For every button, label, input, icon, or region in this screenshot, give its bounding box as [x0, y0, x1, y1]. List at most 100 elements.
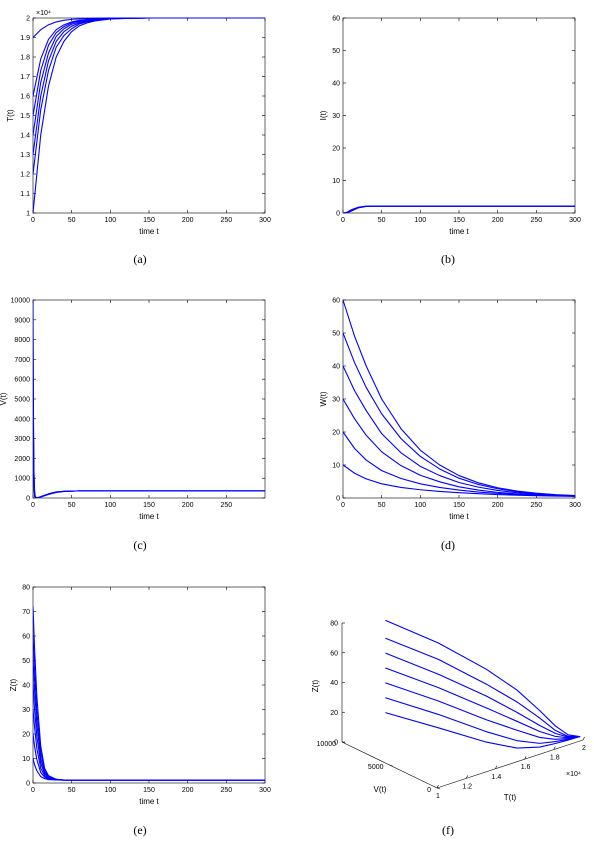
series-line-7 [33, 757, 265, 781]
z-tick-label: 40 [330, 680, 338, 687]
x-tick-label: 0 [341, 502, 345, 509]
series-line-6 [33, 17, 265, 97]
series-line-3 [33, 378, 265, 498]
y-tick-label: 0 [427, 787, 431, 794]
x-tick-label: 150 [143, 787, 155, 794]
y-tick-label: 10000 [11, 298, 31, 305]
y-tick-label: 60 [332, 16, 340, 23]
series-line-4 [33, 17, 265, 136]
x-axis-line [436, 739, 584, 789]
x-tick-label: 50 [68, 502, 76, 509]
x-tick [524, 756, 527, 760]
x-tick [553, 746, 556, 750]
x-tick-label: 1.4 [492, 774, 502, 781]
y-tick-label: 60 [332, 298, 340, 305]
x-tick-label: 200 [492, 217, 504, 224]
plot-frame [32, 17, 266, 214]
panel-b: 0 50 100 150 200 250 300 0 10 20 30 40 50 60 time t I(t… [319, 16, 581, 267]
x-exponent-label: ×10⁴ [566, 771, 581, 778]
series-line-3 [33, 17, 265, 156]
plot-frame [342, 17, 576, 214]
series-line-6 [33, 733, 265, 781]
x-tick-label: 2 [582, 745, 586, 752]
y-tick-label: 0 [26, 496, 30, 503]
series-line-2 [33, 339, 265, 498]
y-tick-label: 30 [22, 707, 30, 714]
series-line-4 [385, 667, 581, 739]
y-tick-label: 1.7 [20, 74, 30, 81]
x-tick-label: 50 [378, 502, 386, 509]
x-tick-label: 200 [182, 787, 194, 794]
y-tick-label: 1.4 [20, 133, 30, 140]
y-tick-label: 80 [22, 585, 30, 592]
x-tick-label: 250 [220, 787, 232, 794]
x-tick-label: 200 [492, 502, 504, 509]
series-line-5 [33, 708, 265, 781]
y-tick-label: 0 [26, 781, 30, 788]
x-tick-label: 250 [530, 217, 542, 224]
y-tick-label: 7000 [14, 357, 30, 364]
y-tick-label: 3000 [14, 436, 30, 443]
x-tick-label: 300 [259, 787, 271, 794]
y-tick [436, 787, 441, 790]
y-exponent-label: ×10⁴ [36, 10, 51, 17]
x-tick-label: 0 [341, 217, 345, 224]
y-tick-label: 2 [26, 16, 30, 23]
panel-caption: (f) [442, 823, 454, 837]
y-tick-label: 50 [332, 48, 340, 55]
series-line-5 [385, 682, 581, 740]
y-tick [389, 764, 393, 767]
series-line-4 [33, 684, 265, 781]
plot-frame [32, 299, 266, 499]
y-tick-label: 5000 [368, 764, 384, 771]
x-axis-label: T(t) [504, 793, 517, 802]
x-tick-label: 300 [569, 217, 581, 224]
series-group [343, 205, 575, 213]
series-line-4 [33, 457, 265, 498]
y-tick-label: 4000 [14, 416, 30, 423]
y-tick-label: 20 [332, 146, 340, 153]
y-tick-label: 40 [22, 683, 30, 690]
x-tick-label: 100 [414, 502, 426, 509]
x-tick-label: 250 [220, 502, 232, 509]
y-tick-label: 50 [22, 658, 30, 665]
series-line-4 [343, 365, 575, 497]
y-tick-label: 0 [336, 496, 340, 503]
series-line-1 [33, 17, 265, 213]
series-line-2 [385, 637, 581, 738]
plot-frame [32, 586, 266, 784]
x-tick-label: 1.6 [521, 764, 531, 771]
x-tick-label: 100 [414, 217, 426, 224]
x-tick-label: 0 [31, 217, 35, 224]
series-line-3 [343, 398, 575, 497]
series-line-1 [343, 464, 575, 497]
series-line-1 [385, 619, 581, 738]
x-tick-label: 300 [259, 217, 271, 224]
series-line-3 [33, 659, 265, 781]
y-tick-label: 1.8 [20, 55, 30, 62]
panel-f: 11.21.41.61.820500010000020406080T(t)V(t… [311, 619, 586, 837]
x-tick-label: 0 [31, 787, 35, 794]
y-tick-label: 8000 [14, 337, 30, 344]
y-tick-label: 20 [332, 430, 340, 437]
series-line-1 [33, 299, 265, 498]
series-line-3 [385, 652, 581, 738]
panel-a: 0 50 100 150 200 250 300 1 1.1 1.2 1.3 1.4 1.5 1.6 1.7… [6, 10, 271, 266]
x-axis-label: time t [139, 512, 159, 521]
y-tick-label: 50 [332, 331, 340, 338]
y-tick-label: 70 [22, 609, 30, 616]
z-tick-label: 80 [330, 621, 338, 628]
y-tick-label: 0 [336, 211, 340, 218]
series-line-5 [343, 332, 575, 497]
y-tick-label: 30 [332, 397, 340, 404]
panel-caption: (a) [133, 252, 146, 266]
x-tick-label: 100 [104, 502, 116, 509]
z-axis-label: Z(t) [311, 679, 320, 692]
panel-caption: (d) [441, 538, 455, 552]
x-tick-label: 150 [453, 217, 465, 224]
y-tick-label: 10 [332, 178, 340, 185]
series-line-3 [343, 205, 575, 213]
x-axis-label: time t [139, 227, 159, 236]
x-axis-label: time t [449, 227, 469, 236]
y-tick-label: 1.3 [20, 152, 30, 159]
